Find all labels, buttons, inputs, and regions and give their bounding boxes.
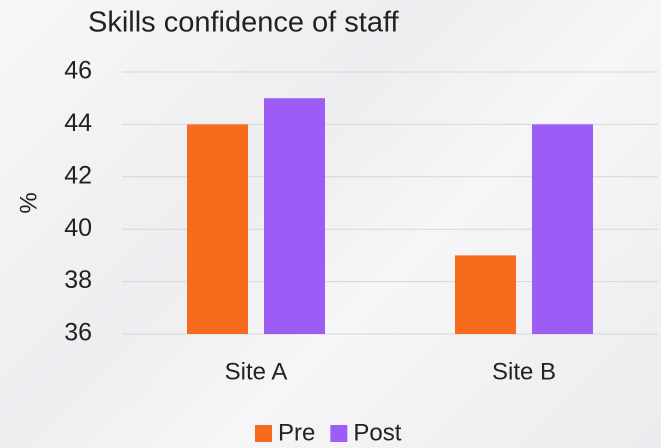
y-tick-label: 46 bbox=[64, 57, 92, 85]
x-tick-label: Site A bbox=[225, 358, 288, 385]
bar bbox=[264, 98, 325, 334]
legend-swatch bbox=[255, 425, 272, 442]
bar bbox=[187, 124, 248, 335]
legend-label: Pre bbox=[278, 419, 315, 446]
y-tick-label: 42 bbox=[64, 161, 92, 189]
bar bbox=[455, 255, 516, 334]
y-axis-label: % bbox=[15, 192, 42, 213]
y-tick-label: 40 bbox=[64, 214, 92, 242]
bar bbox=[532, 124, 593, 335]
chart-title: Skills confidence of staff bbox=[88, 7, 400, 39]
x-tick-label: Site B bbox=[492, 358, 556, 385]
y-tick-label: 36 bbox=[64, 319, 92, 347]
y-tick-label: 44 bbox=[64, 109, 92, 137]
y-tick-label: 38 bbox=[64, 266, 92, 294]
legend-label: Post bbox=[353, 419, 401, 446]
legend-swatch bbox=[330, 425, 348, 442]
